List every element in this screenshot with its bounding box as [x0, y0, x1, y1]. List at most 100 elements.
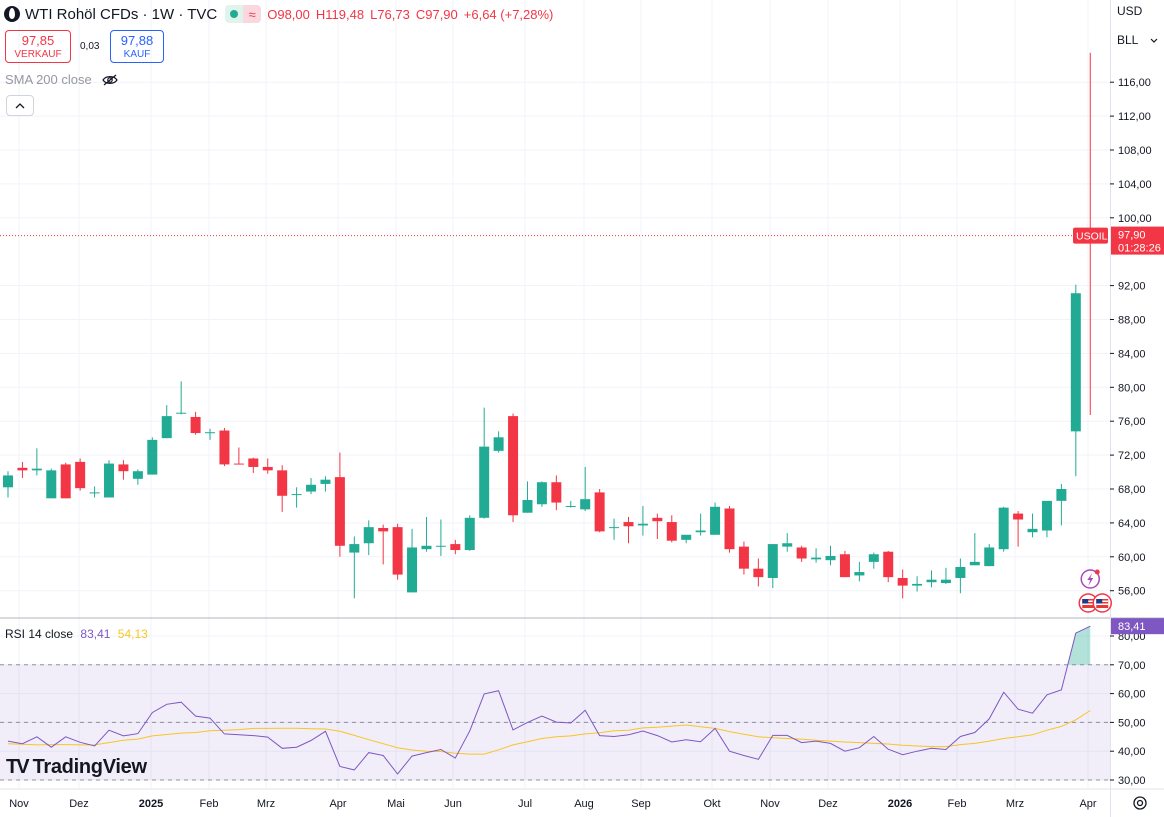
candle[interactable] — [334, 452, 345, 557]
candle[interactable] — [738, 541, 749, 575]
candle[interactable] — [75, 458, 86, 491]
candle[interactable] — [912, 576, 923, 592]
candle[interactable] — [435, 519, 446, 556]
rsi-ma-line[interactable] — [7, 710, 1091, 755]
candle[interactable] — [580, 466, 591, 512]
candle[interactable] — [594, 489, 605, 533]
candle[interactable] — [291, 487, 302, 508]
candle[interactable] — [17, 461, 28, 478]
candle[interactable] — [349, 536, 360, 599]
sell-button[interactable]: 97,85 VERKAUF — [5, 30, 71, 63]
candle[interactable] — [637, 505, 648, 536]
symbol-header[interactable]: WTI Rohöl CFDs · 1W · TVC ≈ O98,00 H119,4… — [4, 4, 553, 24]
candle[interactable] — [883, 550, 894, 583]
candle[interactable] — [392, 523, 403, 580]
candle[interactable] — [724, 505, 735, 553]
candle[interactable] — [854, 561, 865, 582]
eye-crossed-icon[interactable] — [101, 74, 118, 86]
candle[interactable] — [897, 569, 908, 599]
candle[interactable] — [233, 447, 244, 465]
candle[interactable] — [811, 548, 822, 563]
candle[interactable] — [782, 533, 793, 552]
us-flag-event-icon[interactable] — [1078, 593, 1098, 613]
tradingview-logo[interactable]: TV TradingView — [6, 756, 147, 779]
symbol-title[interactable]: WTI Rohöl CFDs · 1W · TVC — [25, 5, 218, 23]
candle[interactable] — [479, 407, 490, 519]
candle[interactable] — [363, 520, 374, 556]
candle[interactable] — [176, 381, 187, 415]
candle[interactable] — [378, 524, 389, 565]
candle[interactable] — [320, 476, 331, 492]
buy-button[interactable]: 97,88 KAUF — [110, 30, 164, 63]
candle[interactable] — [681, 534, 692, 544]
candle[interactable] — [767, 544, 778, 589]
candle[interactable] — [277, 465, 288, 512]
currency-selector[interactable]: USD — [1117, 4, 1143, 18]
candle[interactable] — [1041, 500, 1052, 538]
time-axis[interactable]: Nov Dez 2025 Feb Mrz Apr Mai Jun Jul Aug Sep Okt Nov… — [9, 798, 1097, 810]
candle[interactable] — [508, 413, 519, 523]
candle[interactable] — [31, 448, 42, 476]
candle[interactable] — [940, 567, 951, 584]
candle-body — [320, 479, 331, 484]
candle[interactable] — [522, 481, 533, 513]
candle[interactable] — [1013, 511, 1024, 547]
candle[interactable] — [147, 437, 158, 475]
rsi-tick-label: 60,00 — [1118, 689, 1146, 701]
candle[interactable] — [161, 405, 172, 439]
candle[interactable] — [132, 469, 143, 485]
settings-gear-icon[interactable] — [1131, 794, 1149, 812]
candle[interactable] — [565, 500, 576, 508]
candle[interactable] — [205, 428, 216, 440]
rsi-line[interactable] — [7, 625, 1091, 775]
candle[interactable] — [248, 457, 259, 473]
candle[interactable] — [421, 516, 432, 552]
us-flag-event-icon[interactable] — [1092, 593, 1112, 613]
candle[interactable] — [450, 539, 461, 555]
candle[interactable] — [609, 518, 620, 540]
candle[interactable] — [753, 558, 764, 587]
candle[interactable] — [1027, 513, 1038, 538]
sma-legend[interactable]: SMA 200 close — [5, 72, 118, 87]
unit-selector[interactable]: BLL — [1117, 30, 1162, 50]
candle[interactable] — [984, 544, 995, 567]
event-markers[interactable] — [1078, 569, 1112, 613]
candle[interactable] — [926, 570, 937, 588]
candle[interactable] — [868, 552, 879, 569]
candle[interactable] — [551, 475, 562, 511]
market-status[interactable]: ≈ — [225, 5, 262, 23]
candle[interactable] — [536, 481, 547, 507]
candle[interactable] — [118, 460, 129, 480]
candle[interactable] — [46, 468, 57, 499]
candle[interactable] — [666, 515, 677, 543]
candle[interactable] — [955, 558, 966, 594]
candle[interactable] — [623, 516, 634, 544]
candle[interactable] — [839, 550, 850, 578]
candle[interactable] — [1070, 284, 1081, 477]
candle[interactable] — [493, 431, 504, 453]
candle[interactable] — [652, 513, 663, 540]
candle[interactable] — [695, 513, 706, 536]
candle[interactable] — [104, 460, 115, 498]
candle[interactable] — [710, 502, 721, 535]
candle[interactable] — [3, 471, 13, 498]
candle[interactable] — [998, 506, 1009, 552]
rsi-legend[interactable]: RSI 14 close 83,41 54,13 — [5, 627, 148, 641]
candle[interactable] — [1056, 483, 1067, 526]
collapse-legend-button[interactable] — [6, 95, 34, 116]
candle[interactable] — [89, 486, 100, 498]
candle[interactable] — [464, 515, 475, 551]
candle[interactable] — [60, 462, 71, 499]
candle[interactable] — [796, 545, 807, 562]
candle[interactable] — [190, 411, 201, 435]
candle[interactable] — [969, 533, 980, 566]
price-axis[interactable]: 56,00 60,00 64,00 68,00 72,00 76,00 80,00 84,00… — [1110, 77, 1152, 598]
candle[interactable] — [407, 528, 418, 593]
candle[interactable] — [219, 427, 230, 467]
candle[interactable] — [306, 477, 317, 495]
candle[interactable] — [825, 545, 836, 566]
candle[interactable] — [262, 458, 273, 474]
